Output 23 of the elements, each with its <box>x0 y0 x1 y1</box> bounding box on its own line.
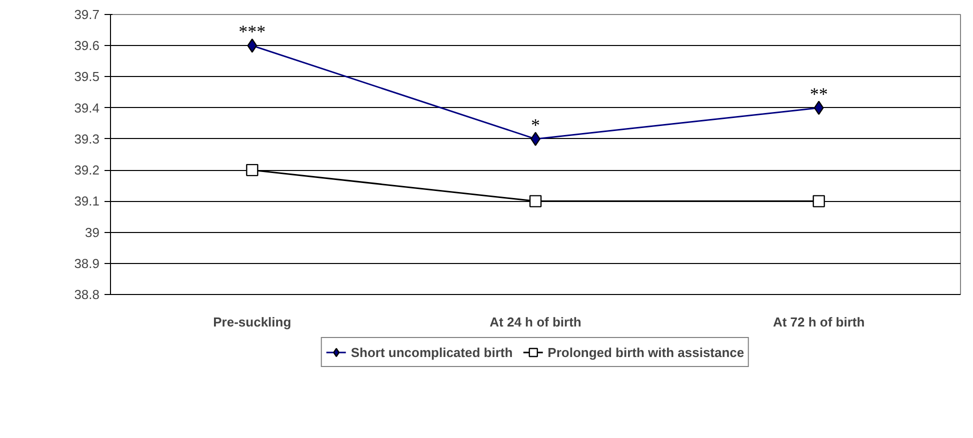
y-tick-label: 39.4 <box>74 100 100 116</box>
annotation: ** <box>810 84 828 104</box>
x-tick-label: Pre-suckling <box>213 314 292 330</box>
y-tick-label: 39.3 <box>74 131 100 146</box>
y-tick-label: 39.6 <box>74 38 100 54</box>
y-tick-label: 39.5 <box>74 69 100 84</box>
y-tick-label: 39.2 <box>74 162 100 178</box>
x-tick-label: At 72 h of birth <box>772 314 865 330</box>
legend-label: Short uncomplicated birth <box>350 344 513 360</box>
annotation: * <box>531 114 540 135</box>
point <box>812 195 825 208</box>
point <box>246 164 258 176</box>
legend-label: Prolonged birth with assistance <box>548 344 744 360</box>
point <box>247 38 258 53</box>
point <box>814 100 824 115</box>
x-tick-label: At 24 h of birth <box>490 314 582 330</box>
y-tick-label: 38.8 <box>74 287 100 302</box>
y-tick-label: 39 <box>85 224 100 240</box>
annotation: *** <box>238 22 266 42</box>
point <box>529 195 542 208</box>
y-tick-label: 39.1 <box>74 194 100 209</box>
y-tick-label: 38.9 <box>74 256 100 271</box>
y-tick-label: 39.7 <box>74 7 100 22</box>
